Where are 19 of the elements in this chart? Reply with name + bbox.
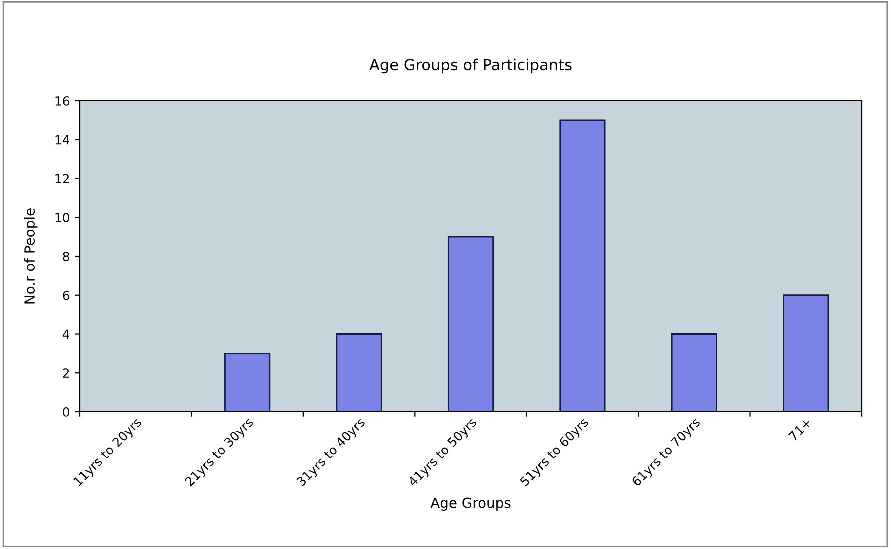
bar	[336, 334, 382, 412]
y-tick-label: 16	[56, 96, 70, 106]
bar	[448, 236, 494, 412]
y-tick-label: 2	[63, 368, 70, 378]
bar	[671, 334, 718, 412]
y-tick-label: 0	[63, 407, 70, 417]
y-tick-label: 12	[56, 174, 70, 184]
y-tick-label: 14	[56, 136, 70, 145]
y-tick-label: 6	[63, 290, 70, 300]
x-axis-title: Age Groups	[430, 498, 511, 511]
bar	[560, 120, 606, 412]
y-tick-label: 8	[63, 252, 70, 262]
x-tick-label: 71+	[788, 418, 812, 442]
chart-title: Age Groups of Participants	[370, 58, 572, 74]
bar	[224, 352, 271, 412]
y-tick-label: 10	[56, 213, 70, 223]
bar	[783, 294, 830, 412]
y-tick-label: 4	[62, 330, 70, 339]
y-axis-title: No.r of People	[24, 208, 38, 304]
